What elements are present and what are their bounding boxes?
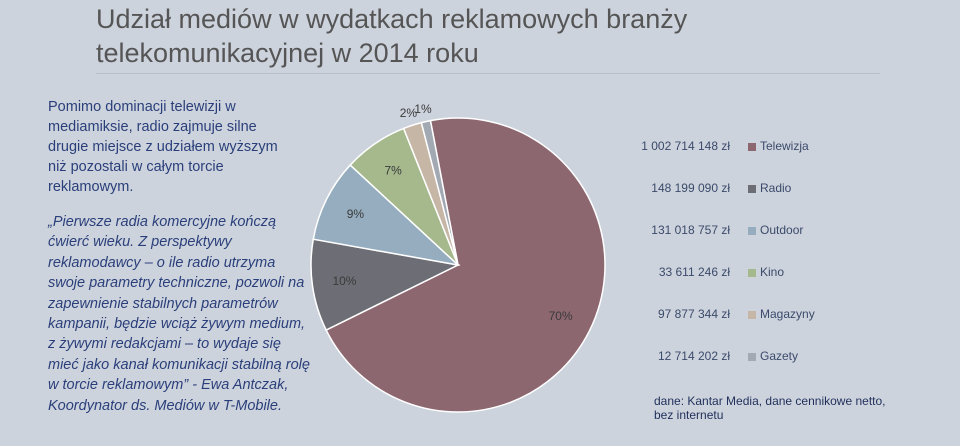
legend-label: Radio bbox=[760, 181, 792, 195]
pie-label-telewizja: 70% bbox=[549, 309, 573, 323]
legend-label: Kino bbox=[760, 265, 785, 279]
legend-label: Gazety bbox=[760, 349, 799, 363]
legend-value: 12 714 202 zł bbox=[657, 349, 730, 363]
legend-swatch bbox=[748, 143, 756, 151]
pie-slice-gazety bbox=[420, 119, 459, 266]
legend-swatch bbox=[748, 269, 756, 277]
pie-label-kino: 7% bbox=[384, 163, 402, 177]
legend-label: Telewizja bbox=[760, 139, 809, 153]
pie-slice-telewizja bbox=[325, 117, 606, 413]
legend-swatch bbox=[748, 227, 756, 235]
pie-label-magazyny: 2% bbox=[400, 106, 418, 120]
source-note: dane: Kantar Media, dane cennikowe netto… bbox=[654, 394, 886, 422]
legend-value: 148 199 090 zł bbox=[651, 181, 730, 195]
legend-value: 33 611 246 zł bbox=[658, 265, 730, 279]
quote-text: „Pierwsze radia komercyjne kończą ćwierć… bbox=[48, 214, 310, 414]
legend-label: Outdoor bbox=[760, 223, 804, 237]
pie-label-gazety: 1% bbox=[414, 102, 432, 116]
pie-label-radio: 10% bbox=[332, 274, 356, 288]
pie-label-outdoor: 9% bbox=[347, 207, 365, 221]
legend-swatch bbox=[748, 353, 756, 361]
legend-swatch bbox=[748, 311, 756, 319]
legend-swatch bbox=[748, 185, 756, 193]
title-divider bbox=[96, 73, 880, 74]
page-title: Udział mediów w wydatkach reklamowych br… bbox=[96, 4, 688, 68]
pie-chart: 70% 10% 9% 7% 2%1% bbox=[310, 102, 606, 413]
legend-value: 97 877 344 zł bbox=[657, 307, 730, 321]
legend-label: Magazyny bbox=[760, 307, 815, 321]
intro-text: Pomimo dominacji telewizji w mediamiksie… bbox=[48, 99, 278, 195]
pie-slice-radio bbox=[310, 238, 461, 332]
pie-slice-outdoor bbox=[312, 163, 461, 267]
legend-value: 1 002 714 148 zł bbox=[641, 139, 730, 153]
legend-value: 131 018 757 zł bbox=[651, 223, 730, 237]
